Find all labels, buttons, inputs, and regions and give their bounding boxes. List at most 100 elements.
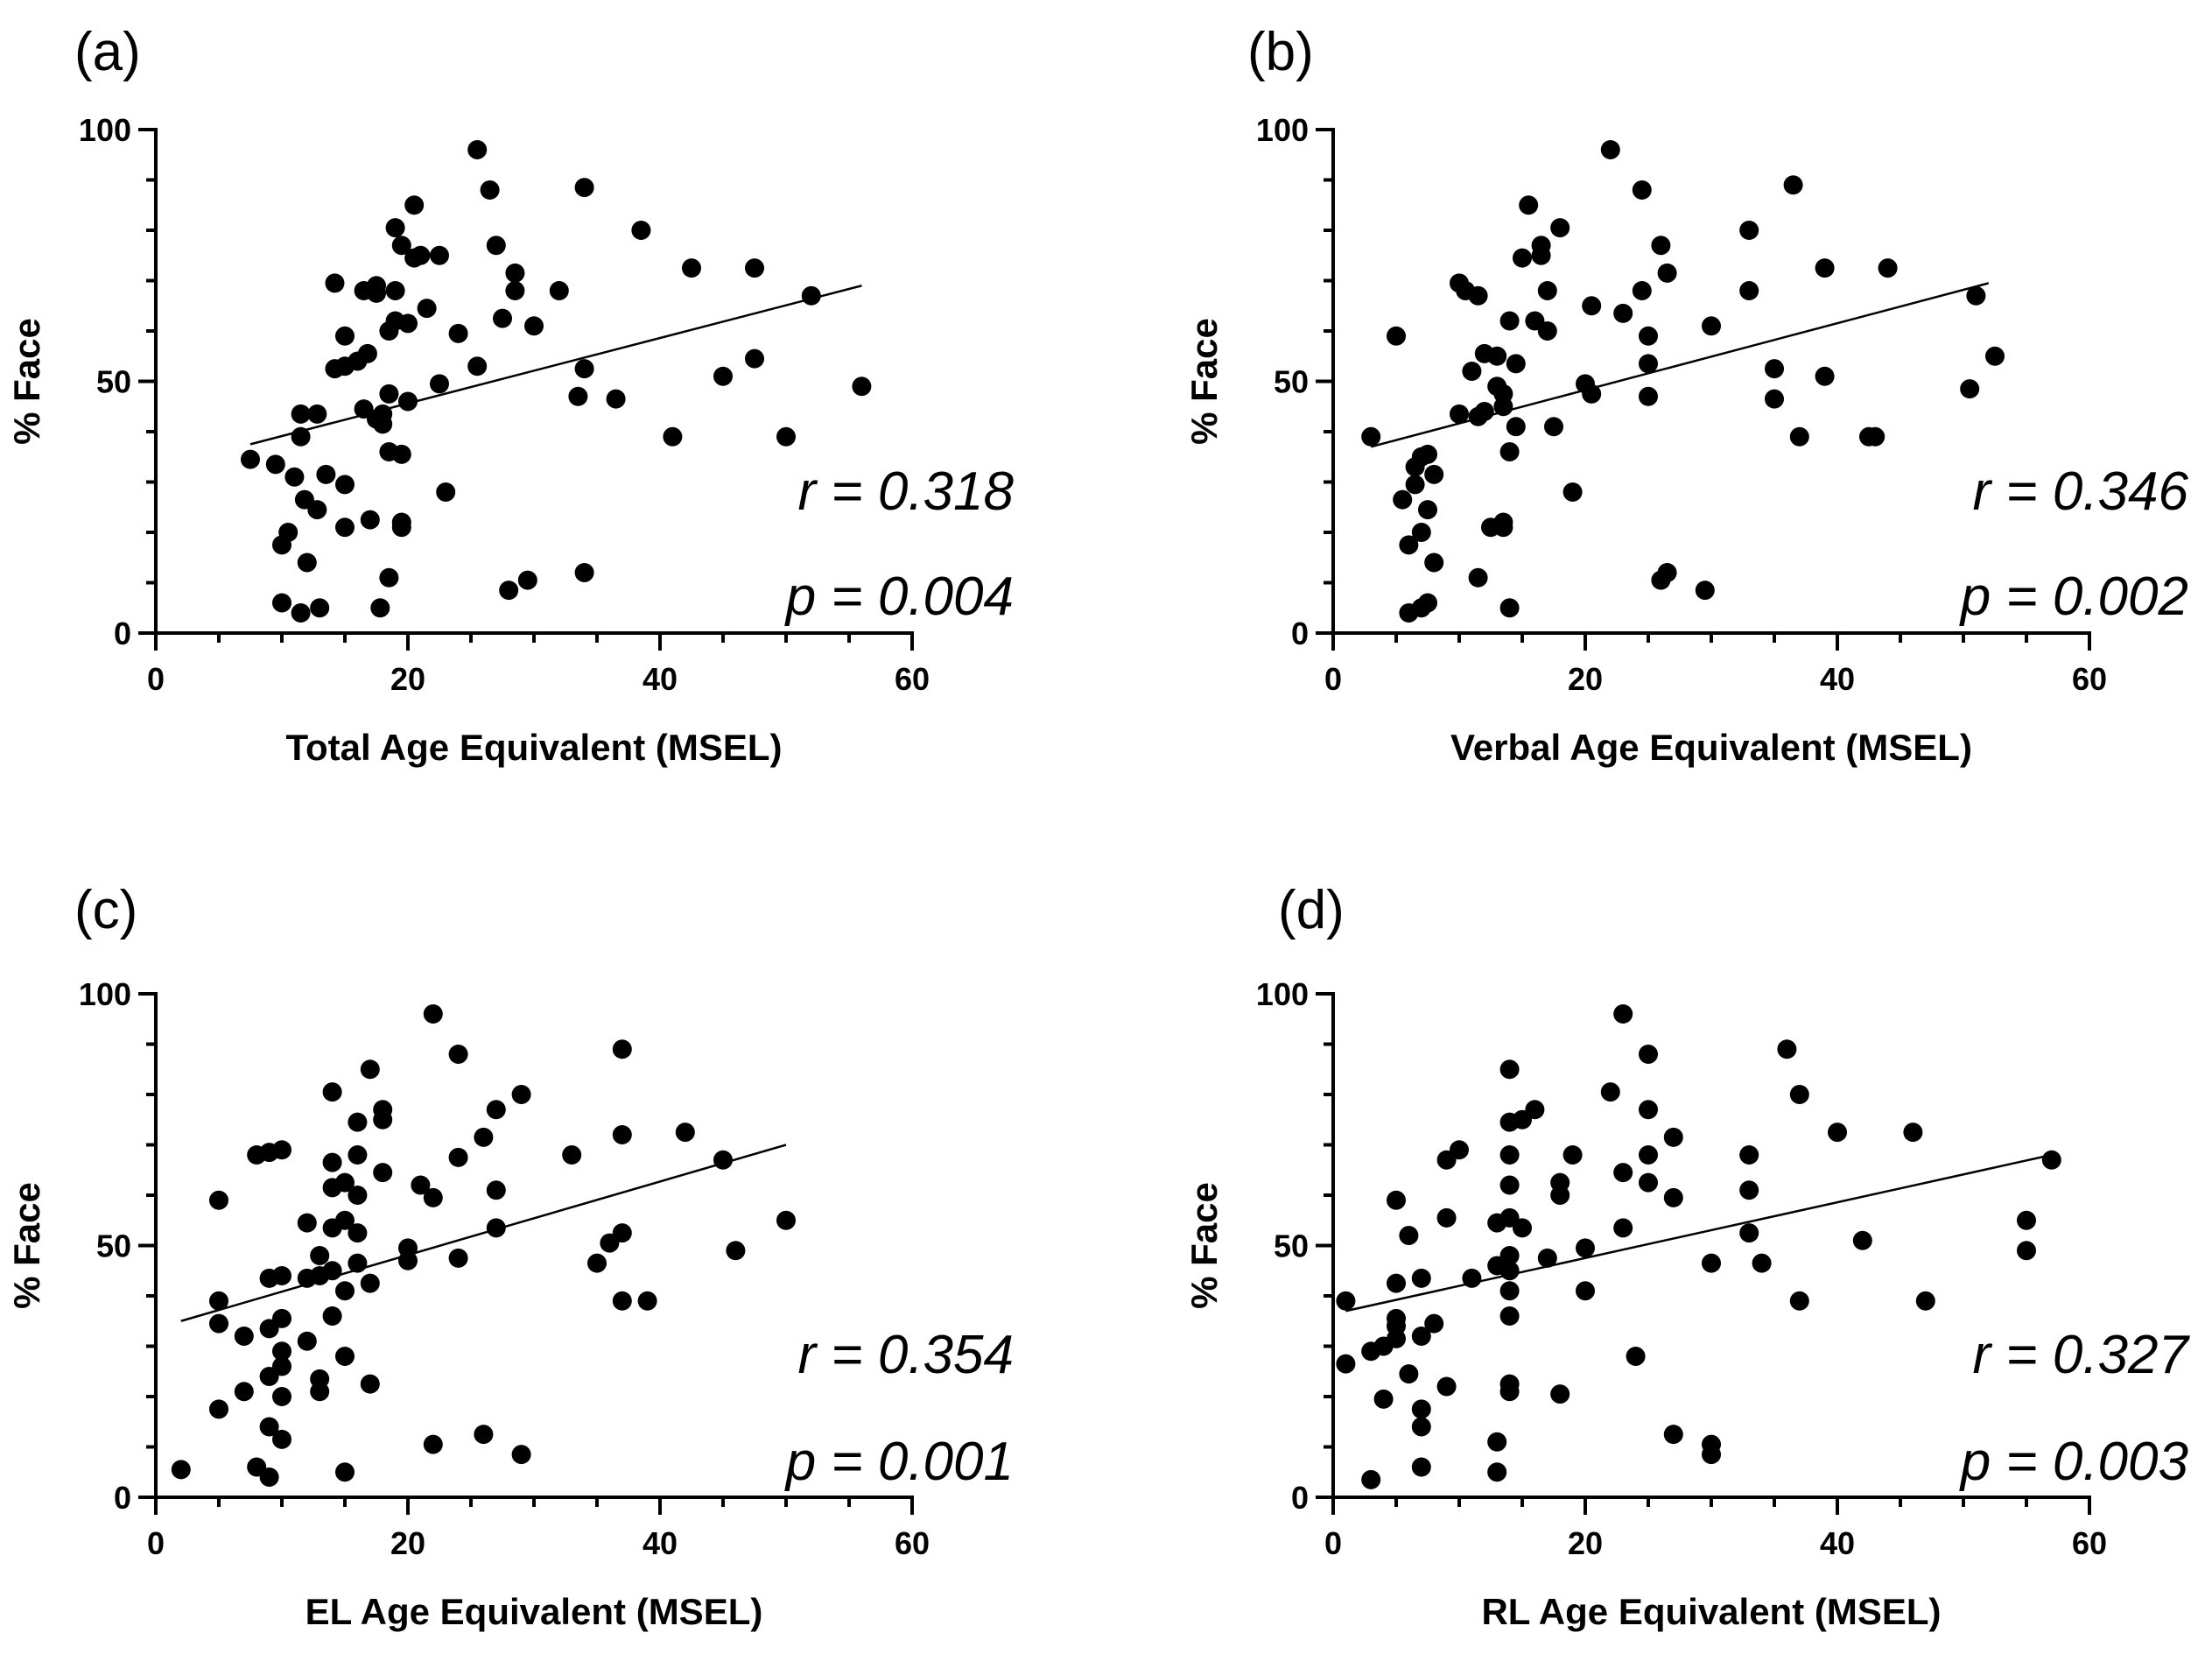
- data-point: [171, 1460, 191, 1480]
- data-point: [1462, 1268, 1482, 1288]
- data-point: [391, 236, 411, 256]
- data-point: [423, 1434, 443, 1454]
- data-point: [675, 1123, 695, 1143]
- data-point: [1418, 500, 1437, 520]
- x-tick-label: 20: [390, 1525, 425, 1561]
- data-point: [612, 1125, 632, 1144]
- data-point: [348, 1145, 368, 1165]
- x-tick-label: 0: [1324, 661, 1342, 697]
- data-point: [322, 1261, 342, 1281]
- data-point: [1765, 389, 1784, 409]
- data-point: [209, 1291, 228, 1311]
- panel-label: (c): [74, 880, 137, 940]
- r-value-text: r = 0.327: [1973, 1325, 2191, 1385]
- data-point: [726, 1241, 746, 1261]
- data-point: [1399, 535, 1419, 555]
- y-tick-label: 100: [1256, 112, 1309, 148]
- data-point: [1499, 598, 1520, 618]
- data-point: [1436, 1207, 1457, 1228]
- y-tick-label: 100: [79, 976, 131, 1012]
- y-tick-label: 0: [114, 616, 131, 651]
- p-value-text: p = 0.002: [1959, 567, 2188, 627]
- data-point: [1582, 296, 1602, 316]
- data-point: [370, 598, 390, 618]
- data-point: [367, 276, 386, 296]
- data-point: [1600, 1082, 1620, 1102]
- data-point: [1562, 482, 1583, 502]
- data-point: [1336, 1291, 1356, 1311]
- data-point: [1789, 426, 1809, 447]
- data-point: [1462, 362, 1482, 381]
- data-point: [1752, 1253, 1772, 1273]
- data-point: [1739, 281, 1759, 300]
- x-tick-label: 40: [1820, 1525, 1855, 1561]
- data-point: [1695, 581, 1715, 601]
- y-tick-label: 0: [114, 1480, 131, 1516]
- data-point: [1424, 464, 1444, 484]
- data-point: [1576, 1281, 1595, 1301]
- data-point: [325, 273, 345, 293]
- data-point: [776, 426, 796, 447]
- x-tick-label: 60: [2072, 661, 2107, 697]
- data-point: [307, 500, 327, 520]
- data-point: [1537, 1248, 1557, 1268]
- x-tick-label: 20: [1568, 661, 1603, 697]
- data-point: [1424, 1313, 1444, 1334]
- data-point: [1639, 1045, 1658, 1064]
- x-tick-label: 0: [1324, 1525, 1342, 1561]
- data-point: [379, 384, 399, 404]
- data-point: [1499, 1175, 1520, 1195]
- data-point: [411, 1175, 431, 1195]
- data-point: [1632, 281, 1652, 300]
- data-point: [606, 389, 626, 409]
- data-point: [1387, 1273, 1406, 1293]
- data-point: [1436, 1376, 1457, 1397]
- data-point: [278, 523, 298, 542]
- x-tick-label: 40: [1820, 661, 1855, 697]
- y-axis-title: % Face: [1183, 318, 1225, 445]
- data-point: [1450, 1140, 1469, 1160]
- data-point: [1550, 1186, 1570, 1205]
- data-point: [1639, 1100, 1658, 1120]
- data-point: [1493, 384, 1513, 404]
- data-point: [1411, 523, 1431, 542]
- data-point: [1789, 1085, 1809, 1104]
- data-point: [360, 1374, 380, 1394]
- regression-line: [180, 1144, 787, 1322]
- r-value-text: r = 0.354: [798, 1325, 1014, 1385]
- data-point: [1815, 258, 1835, 278]
- data-point: [1487, 1432, 1507, 1452]
- y-tick-label: 50: [1274, 1228, 1309, 1264]
- data-point: [1865, 426, 1885, 447]
- y-tick-label: 50: [96, 1228, 131, 1264]
- data-point: [612, 1039, 632, 1059]
- data-point: [1487, 1462, 1507, 1482]
- data-point: [1600, 140, 1620, 159]
- data-point: [335, 1210, 355, 1230]
- p-value-text: p = 0.001: [784, 1432, 1014, 1492]
- data-point: [1393, 489, 1413, 510]
- x-axis-title: EL Age Equivalent (MSEL): [305, 1591, 763, 1632]
- data-point: [1499, 1306, 1520, 1326]
- data-point: [1450, 404, 1469, 424]
- data-point: [1739, 1223, 1759, 1243]
- data-point: [517, 570, 537, 590]
- data-point: [1960, 379, 1980, 399]
- data-point: [1852, 1230, 1872, 1250]
- data-point: [486, 1100, 506, 1120]
- x-tick-label: 60: [895, 1525, 930, 1561]
- data-point: [1878, 258, 1898, 278]
- r-value-text: r = 0.318: [798, 461, 1015, 522]
- data-point: [1783, 175, 1803, 195]
- data-point: [713, 366, 733, 386]
- data-point: [1399, 1226, 1419, 1245]
- data-point: [1789, 1291, 1809, 1311]
- data-point: [398, 313, 418, 334]
- data-point: [1651, 236, 1671, 256]
- data-point: [335, 1172, 355, 1193]
- data-point: [436, 482, 456, 502]
- data-point: [1531, 236, 1551, 256]
- data-point: [612, 1223, 632, 1243]
- data-point: [1487, 346, 1507, 366]
